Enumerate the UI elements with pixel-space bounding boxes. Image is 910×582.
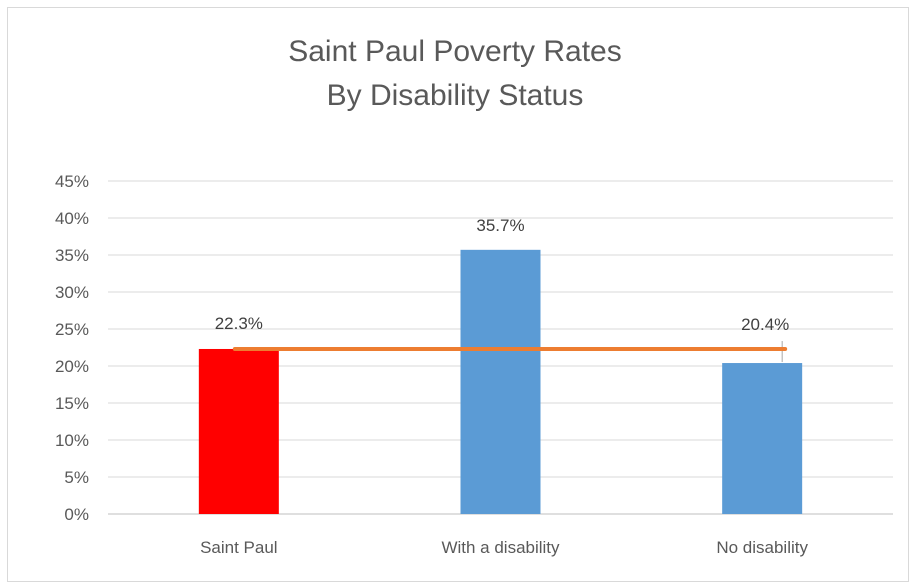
y-tick-label: 15% bbox=[55, 394, 89, 413]
y-tick-label: 35% bbox=[55, 246, 89, 265]
bar bbox=[722, 363, 803, 514]
chart-title-line-1: Saint Paul Poverty Rates bbox=[288, 35, 622, 68]
x-tick-label: With a disability bbox=[441, 538, 560, 557]
data-label: 20.4% bbox=[741, 315, 789, 334]
y-tick-label: 40% bbox=[55, 209, 89, 228]
chart-title: Saint Paul Poverty Rates By Disability S… bbox=[0, 30, 910, 118]
x-tick-label: Saint Paul bbox=[200, 538, 278, 557]
x-tick-label: No disability bbox=[716, 538, 808, 557]
y-tick-label: 20% bbox=[55, 357, 89, 376]
chart-title-line-2: By Disability Status bbox=[326, 79, 584, 112]
y-tick-label: 0% bbox=[64, 505, 89, 524]
y-tick-label: 25% bbox=[55, 320, 89, 339]
data-label: 35.7% bbox=[476, 216, 524, 235]
data-label: 22.3% bbox=[215, 314, 263, 333]
y-tick-label: 30% bbox=[55, 283, 89, 302]
y-tick-label: 5% bbox=[64, 468, 89, 487]
y-tick-label: 10% bbox=[55, 431, 89, 450]
y-tick-label: 45% bbox=[55, 172, 89, 191]
bar bbox=[460, 249, 541, 514]
bar bbox=[198, 348, 279, 514]
